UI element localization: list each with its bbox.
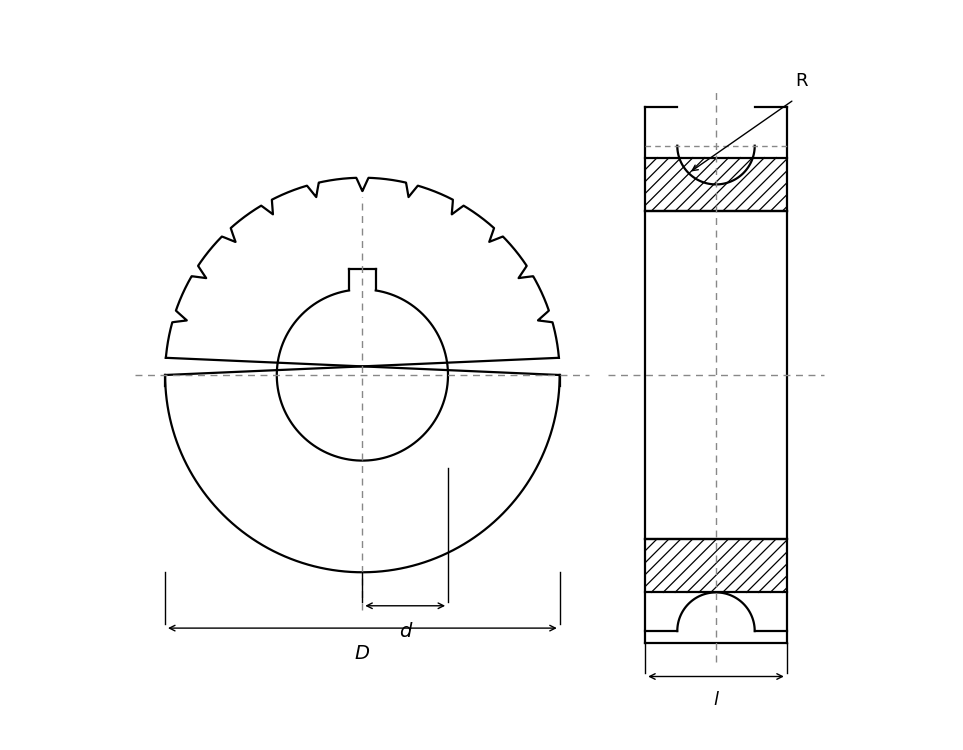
Text: R: R <box>795 72 808 90</box>
Text: l: l <box>714 692 718 709</box>
Text: D: D <box>355 644 370 664</box>
Text: d: d <box>399 622 411 641</box>
